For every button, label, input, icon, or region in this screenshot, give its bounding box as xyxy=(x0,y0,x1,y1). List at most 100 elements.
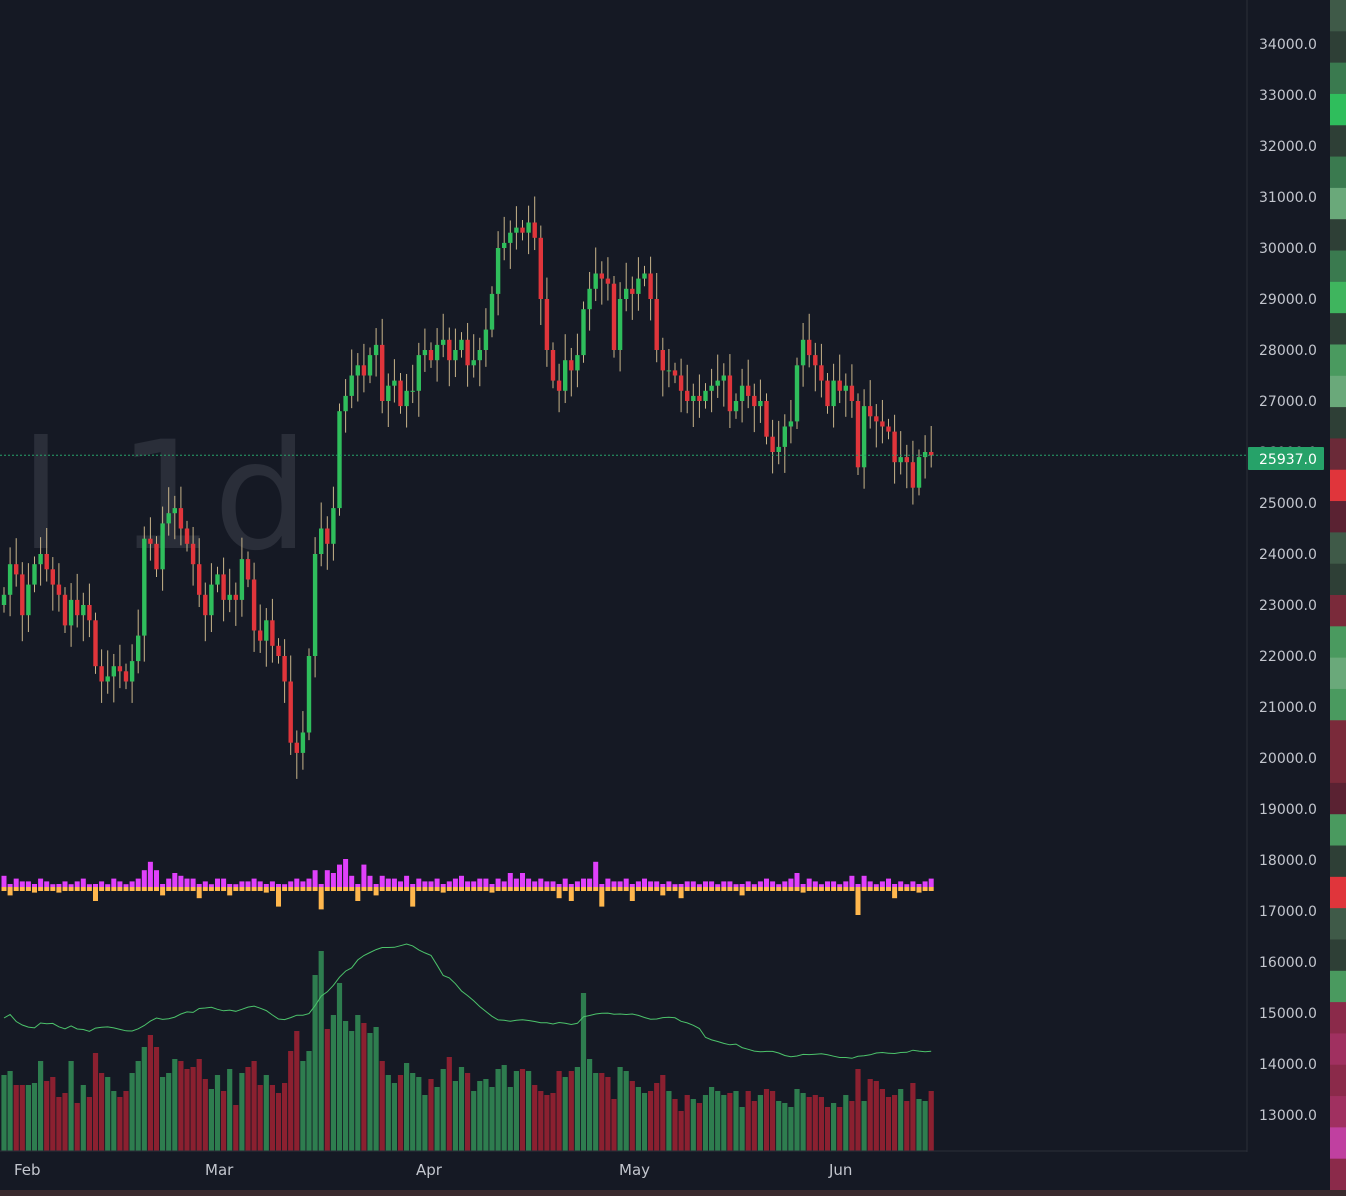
delta-bar-positive xyxy=(117,881,123,887)
candle-body xyxy=(910,462,916,488)
delta-bar-positive xyxy=(208,884,214,887)
delta-bar-negative xyxy=(288,887,294,891)
side-heat-cell xyxy=(1330,501,1346,533)
delta-bar-negative xyxy=(800,887,806,893)
price-axis[interactable]: 13000.0 14000.0 15000.0 16000.0 17000.0 18000… xyxy=(1259,37,1317,1124)
delta-bar-positive xyxy=(898,881,904,887)
delta-bar-positive xyxy=(19,881,25,887)
delta-bar-negative xyxy=(892,887,898,899)
delta-bar-negative xyxy=(19,887,25,891)
candle-body xyxy=(38,554,43,565)
volume-bar xyxy=(178,1061,184,1151)
delta-bar-negative xyxy=(745,887,751,891)
candle-body xyxy=(563,360,568,391)
candle-body xyxy=(26,584,31,616)
delta-bar-positive xyxy=(831,881,837,887)
delta-bar-negative xyxy=(178,887,184,891)
volume-bar xyxy=(214,1075,221,1151)
candle-body xyxy=(264,620,269,641)
delta-bar-negative xyxy=(373,887,379,896)
delta-bar-positive xyxy=(44,881,50,887)
delta-bar-negative xyxy=(709,887,715,891)
delta-bar-negative xyxy=(483,887,489,891)
volume-bar xyxy=(50,1077,56,1151)
candle-body xyxy=(32,564,37,585)
delta-bar-negative xyxy=(276,887,281,907)
volume-bar xyxy=(513,1071,519,1151)
candle-body xyxy=(898,457,903,463)
delta-bar-negative xyxy=(806,887,812,891)
volume-bar xyxy=(568,1071,574,1151)
delta-bar-positive xyxy=(196,884,202,887)
candle-body xyxy=(245,559,251,580)
volume-bar xyxy=(605,1077,611,1151)
side-heat-cell xyxy=(1330,1158,1346,1191)
side-heat-cell xyxy=(1330,375,1346,408)
price-tick-label: 19000.0 xyxy=(1259,802,1317,818)
delta-bar-positive xyxy=(617,881,623,887)
candle-body xyxy=(813,355,818,366)
delta-bar-positive xyxy=(343,859,349,887)
delta-bar-negative xyxy=(227,887,233,896)
delta-bar-negative xyxy=(32,887,37,893)
delta-bar-negative xyxy=(526,887,532,891)
delta-bar-positive xyxy=(654,881,660,887)
candle-body xyxy=(630,288,635,294)
time-axis[interactable]: Feb Mar Apr May Jun xyxy=(14,1161,852,1179)
volume-bar xyxy=(80,1085,86,1151)
volume-bar xyxy=(440,1069,446,1151)
volume-bar xyxy=(465,1073,471,1151)
delta-bar-negative xyxy=(446,887,452,891)
candle-body xyxy=(916,457,922,488)
side-heat-cell xyxy=(1330,156,1346,189)
side-heat-cell xyxy=(1330,407,1346,439)
delta-bar-positive xyxy=(751,884,757,887)
candle-body xyxy=(99,666,104,682)
volume-bar xyxy=(727,1093,733,1151)
candle-body xyxy=(642,273,647,279)
candle-body xyxy=(477,350,482,361)
delta-bar-positive xyxy=(147,861,153,887)
delta-bar-positive xyxy=(446,881,452,887)
delta-bar-positive xyxy=(623,878,629,887)
volume-bar xyxy=(190,1067,196,1151)
candle-body xyxy=(569,360,574,371)
candle-body xyxy=(1,594,7,605)
delta-bar-positive xyxy=(629,884,635,887)
delta-bar-positive xyxy=(178,875,184,887)
volume-bar xyxy=(660,1075,666,1151)
delta-bar-positive xyxy=(855,884,861,887)
delta-bar-positive xyxy=(13,878,19,887)
volume-bar xyxy=(739,1107,745,1151)
delta-bar-positive xyxy=(367,875,373,887)
candle-body xyxy=(459,339,464,350)
candle-body xyxy=(465,339,470,366)
delta-bar-negative xyxy=(764,887,769,891)
delta-bar-positive xyxy=(465,881,471,887)
candle-body xyxy=(849,385,855,401)
delta-bar-negative xyxy=(849,887,855,891)
side-heat-cell xyxy=(1330,187,1346,220)
candle-body xyxy=(624,288,629,299)
delta-bar-positive xyxy=(379,875,385,887)
delta-bar-positive xyxy=(318,884,324,887)
delta-bar-positive xyxy=(440,884,446,887)
delta-bar-negative xyxy=(623,887,629,891)
volume-bar xyxy=(227,1069,233,1151)
delta-bar-negative xyxy=(629,887,635,901)
candle-body xyxy=(93,620,98,667)
delta-bar-negative xyxy=(13,887,19,891)
candle-body xyxy=(20,574,25,616)
volume-bar xyxy=(526,1071,532,1151)
delta-bar-positive xyxy=(330,873,336,887)
candle-body xyxy=(868,406,873,417)
delta-bar-positive xyxy=(806,878,812,887)
delta-bar-positive xyxy=(611,881,617,887)
volume-bar xyxy=(86,1097,92,1151)
delta-bar-positive xyxy=(605,878,611,887)
candle-body xyxy=(441,339,446,345)
delta-bar-positive xyxy=(556,884,562,887)
candle-body xyxy=(843,385,848,391)
candle-body xyxy=(886,426,891,432)
